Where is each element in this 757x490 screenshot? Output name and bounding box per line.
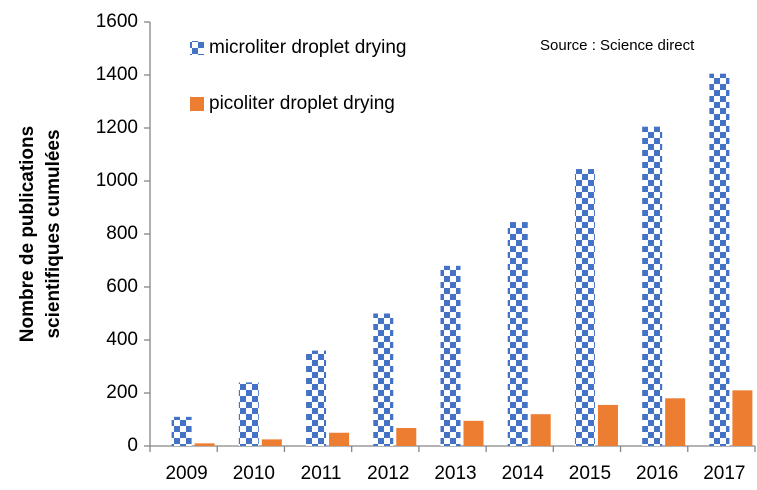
y-tick-label: 200 bbox=[106, 382, 138, 403]
x-tick-label: 2012 bbox=[367, 463, 409, 484]
y-tick-label: 0 bbox=[127, 435, 138, 456]
y-tick-label: 1600 bbox=[96, 11, 138, 32]
bar bbox=[709, 73, 730, 447]
x-tick-label: 2015 bbox=[569, 463, 611, 484]
y-tick-label: 800 bbox=[106, 223, 138, 244]
bar bbox=[373, 313, 394, 446]
legend-label: microliter droplet drying bbox=[209, 37, 406, 58]
bar bbox=[530, 414, 551, 446]
x-tick-label: 2009 bbox=[165, 463, 207, 484]
bar bbox=[440, 265, 461, 446]
y-tick-label: 1200 bbox=[96, 117, 138, 138]
x-tick-label: 2014 bbox=[502, 463, 545, 484]
bar bbox=[732, 390, 753, 446]
bar bbox=[642, 126, 663, 447]
legend-label: picoliter droplet drying bbox=[209, 93, 395, 114]
bar bbox=[574, 169, 595, 446]
bar bbox=[194, 443, 215, 446]
bar bbox=[238, 382, 259, 446]
legend-swatch bbox=[190, 41, 204, 55]
bar bbox=[171, 416, 192, 446]
y-tick-label: 600 bbox=[106, 276, 138, 297]
x-tick-label: 2011 bbox=[301, 463, 342, 484]
y-tick-label: 400 bbox=[106, 329, 138, 350]
bar bbox=[665, 398, 686, 446]
x-tick-label: 2016 bbox=[636, 463, 678, 484]
bar bbox=[329, 432, 350, 446]
y-axis-title-line: Nombre de publications bbox=[17, 126, 38, 342]
bar bbox=[507, 222, 528, 446]
bar bbox=[463, 420, 484, 446]
bar bbox=[396, 427, 417, 446]
bar bbox=[597, 404, 618, 446]
y-axis-title: Nombre de publications scientifiques cum… bbox=[17, 126, 64, 342]
legend-swatch bbox=[190, 97, 204, 111]
bar bbox=[306, 350, 327, 446]
y-axis-title-line: scientifiques cumulées bbox=[43, 129, 64, 338]
y-tick-label: 1400 bbox=[96, 64, 138, 85]
x-tick-label: 2013 bbox=[434, 463, 476, 484]
annotation: Source : Science direct bbox=[540, 37, 695, 54]
x-tick-label: 2010 bbox=[233, 463, 275, 484]
x-tick-label: 2017 bbox=[703, 463, 745, 484]
y-tick-label: 1000 bbox=[96, 170, 138, 191]
bar bbox=[261, 439, 282, 446]
